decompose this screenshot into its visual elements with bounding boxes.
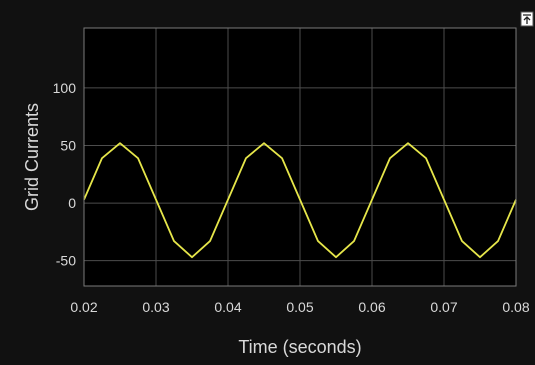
x-tick-label: 0.07 [430,299,457,315]
x-tick-label: 0.04 [214,299,241,315]
y-tick-labels: -50 0 50 100 [53,80,77,269]
x-tick-label: 0.08 [502,299,529,315]
x-tick-labels: 0.02 0.03 0.04 0.05 0.06 0.07 0.08 [70,299,529,315]
y-tick-label: 50 [60,137,76,153]
y-axis-label: Grid Currents [22,103,42,211]
x-axis-label: Time (seconds) [238,337,361,357]
y-tick-label: 100 [53,80,77,96]
x-tick-label: 0.06 [358,299,385,315]
restore-axes-icon[interactable] [520,11,534,27]
x-tick-label: 0.02 [70,299,97,315]
x-tick-label: 0.03 [142,299,169,315]
x-tick-label: 0.05 [286,299,313,315]
y-tick-label: -50 [56,253,76,269]
y-tick-label: 0 [68,195,76,211]
grid-current-series-line [83,142,517,259]
plot-frame [83,27,517,287]
